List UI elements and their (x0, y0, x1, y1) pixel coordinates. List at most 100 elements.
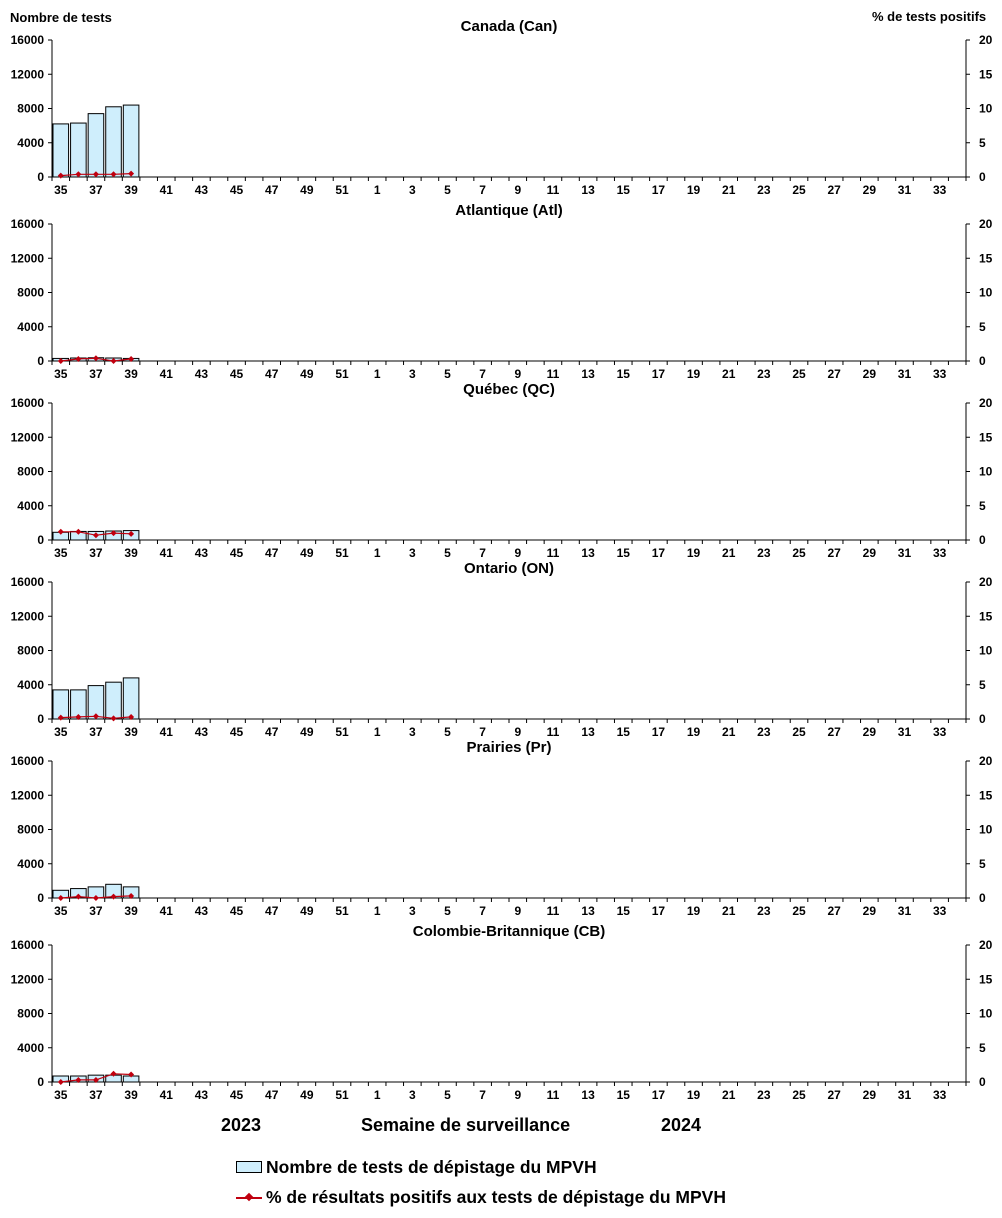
x-tick-label: 29 (863, 367, 877, 381)
percent-point (110, 893, 117, 900)
x-tick-label: 25 (792, 725, 806, 739)
legend-bar-swatch (236, 1161, 262, 1173)
percent-point (92, 1076, 99, 1083)
legend-item-percent: % de résultats positifs aux tests de dép… (236, 1185, 726, 1209)
right-tick-label: 5 (979, 136, 986, 150)
right-tick-label: 0 (979, 712, 986, 726)
x-tick-label: 51 (335, 1088, 349, 1102)
x-tick-label: 7 (479, 904, 486, 918)
right-tick-label: 5 (979, 857, 986, 871)
x-tick-label: 11 (547, 1088, 560, 1102)
percent-point (57, 714, 64, 721)
x-tick-label: 21 (722, 183, 736, 197)
x-tick-label: 17 (652, 725, 666, 739)
percent-point (92, 895, 99, 901)
percent-point (128, 530, 135, 537)
year-label-2023: 2023 (221, 1115, 262, 1135)
x-tick-label: 29 (863, 1088, 877, 1102)
right-tick-label: 10 (979, 286, 993, 300)
x-tick-label: 49 (300, 183, 314, 197)
x-tick-label: 37 (89, 904, 103, 918)
x-tick-label: 5 (444, 367, 451, 381)
x-tick-label: 3 (409, 725, 416, 739)
x-tick-label: 19 (687, 367, 701, 381)
legend-line-swatch (236, 1191, 262, 1203)
right-tick-label: 5 (979, 320, 986, 334)
percent-point (110, 530, 117, 537)
x-tick-label: 9 (514, 1088, 521, 1102)
left-tick-label: 4000 (17, 678, 44, 692)
x-tick-label: 15 (617, 183, 631, 197)
x-tick-label: 35 (54, 546, 68, 560)
x-tick-label: 37 (89, 367, 103, 381)
x-tick-label: 7 (479, 1088, 486, 1102)
x-tick-label: 23 (757, 367, 771, 381)
x-tick-label: 9 (514, 546, 521, 560)
x-tick-label: 1 (374, 1088, 381, 1102)
right-tick-label: 0 (979, 354, 986, 368)
x-tick-label: 27 (827, 367, 841, 381)
x-tick-label: 39 (124, 367, 138, 381)
left-tick-label: 4000 (17, 1041, 44, 1055)
right-tick-label: 5 (979, 678, 986, 692)
x-tick-label: 19 (687, 183, 701, 197)
x-tick-label: 23 (757, 546, 771, 560)
left-tick-label: 16000 (11, 33, 45, 47)
x-tick-label: 7 (479, 367, 486, 381)
x-tick-label: 33 (933, 546, 947, 560)
percent-point (128, 713, 135, 720)
chart-title: Atlantique (Atl) (455, 202, 562, 219)
right-tick-label: 15 (979, 788, 993, 802)
percent-point (75, 528, 82, 535)
right-tick-label: 10 (979, 823, 993, 837)
percent-point (57, 528, 64, 535)
x-tick-label: 21 (722, 1088, 736, 1102)
x-tick-label: 11 (547, 367, 560, 381)
bar (70, 122, 87, 178)
x-tick-label: 13 (581, 546, 595, 560)
x-tick-label: 33 (933, 725, 947, 739)
x-tick-label: 29 (863, 904, 877, 918)
x-tick-label: 43 (195, 1088, 209, 1102)
x-tick-label: 23 (757, 904, 771, 918)
left-tick-label: 4000 (17, 136, 44, 150)
x-tick-label: 21 (722, 725, 736, 739)
x-tick-label: 35 (54, 1088, 68, 1102)
x-tick-label: 45 (230, 904, 244, 918)
left-tick-label: 16000 (11, 396, 45, 410)
left-tick-label: 0 (37, 170, 44, 184)
x-tick-label: 47 (265, 904, 279, 918)
right-tick-label: 0 (979, 891, 986, 905)
x-tick-label: 13 (581, 904, 595, 918)
right-tick-label: 5 (979, 499, 986, 513)
x-tick-label: 45 (230, 546, 244, 560)
left-tick-label: 8000 (17, 465, 44, 479)
bar (122, 104, 140, 178)
x-tick-label: 41 (160, 1088, 174, 1102)
x-tick-label: 9 (514, 367, 521, 381)
percent-point (128, 1071, 135, 1078)
right-tick-label: 15 (979, 251, 993, 265)
x-tick-label: 25 (792, 183, 806, 197)
x-tick-label: 7 (479, 546, 486, 560)
x-tick-label: 39 (124, 546, 138, 560)
right-tick-label: 20 (979, 217, 993, 231)
x-tick-label: 25 (792, 1088, 806, 1102)
x-tick-label: 31 (898, 367, 912, 381)
percent-point (75, 1076, 82, 1083)
percent-point (110, 171, 117, 178)
chart-title: Canada (Can) (461, 18, 558, 35)
left-tick-label: 8000 (17, 644, 44, 658)
left-tick-label: 12000 (11, 609, 45, 623)
percent-point (92, 171, 99, 178)
x-tick-label: 31 (898, 1088, 912, 1102)
x-tick-label: 47 (265, 725, 279, 739)
x-tick-label: 3 (409, 546, 416, 560)
year-label-2024: 2024 (661, 1115, 702, 1135)
x-tick-label: 15 (617, 1088, 631, 1102)
x-tick-label: 29 (863, 183, 877, 197)
x-tick-label: 19 (687, 1088, 701, 1102)
right-tick-label: 20 (979, 396, 993, 410)
left-tick-label: 8000 (17, 286, 44, 300)
x-tick-label: 49 (300, 904, 314, 918)
